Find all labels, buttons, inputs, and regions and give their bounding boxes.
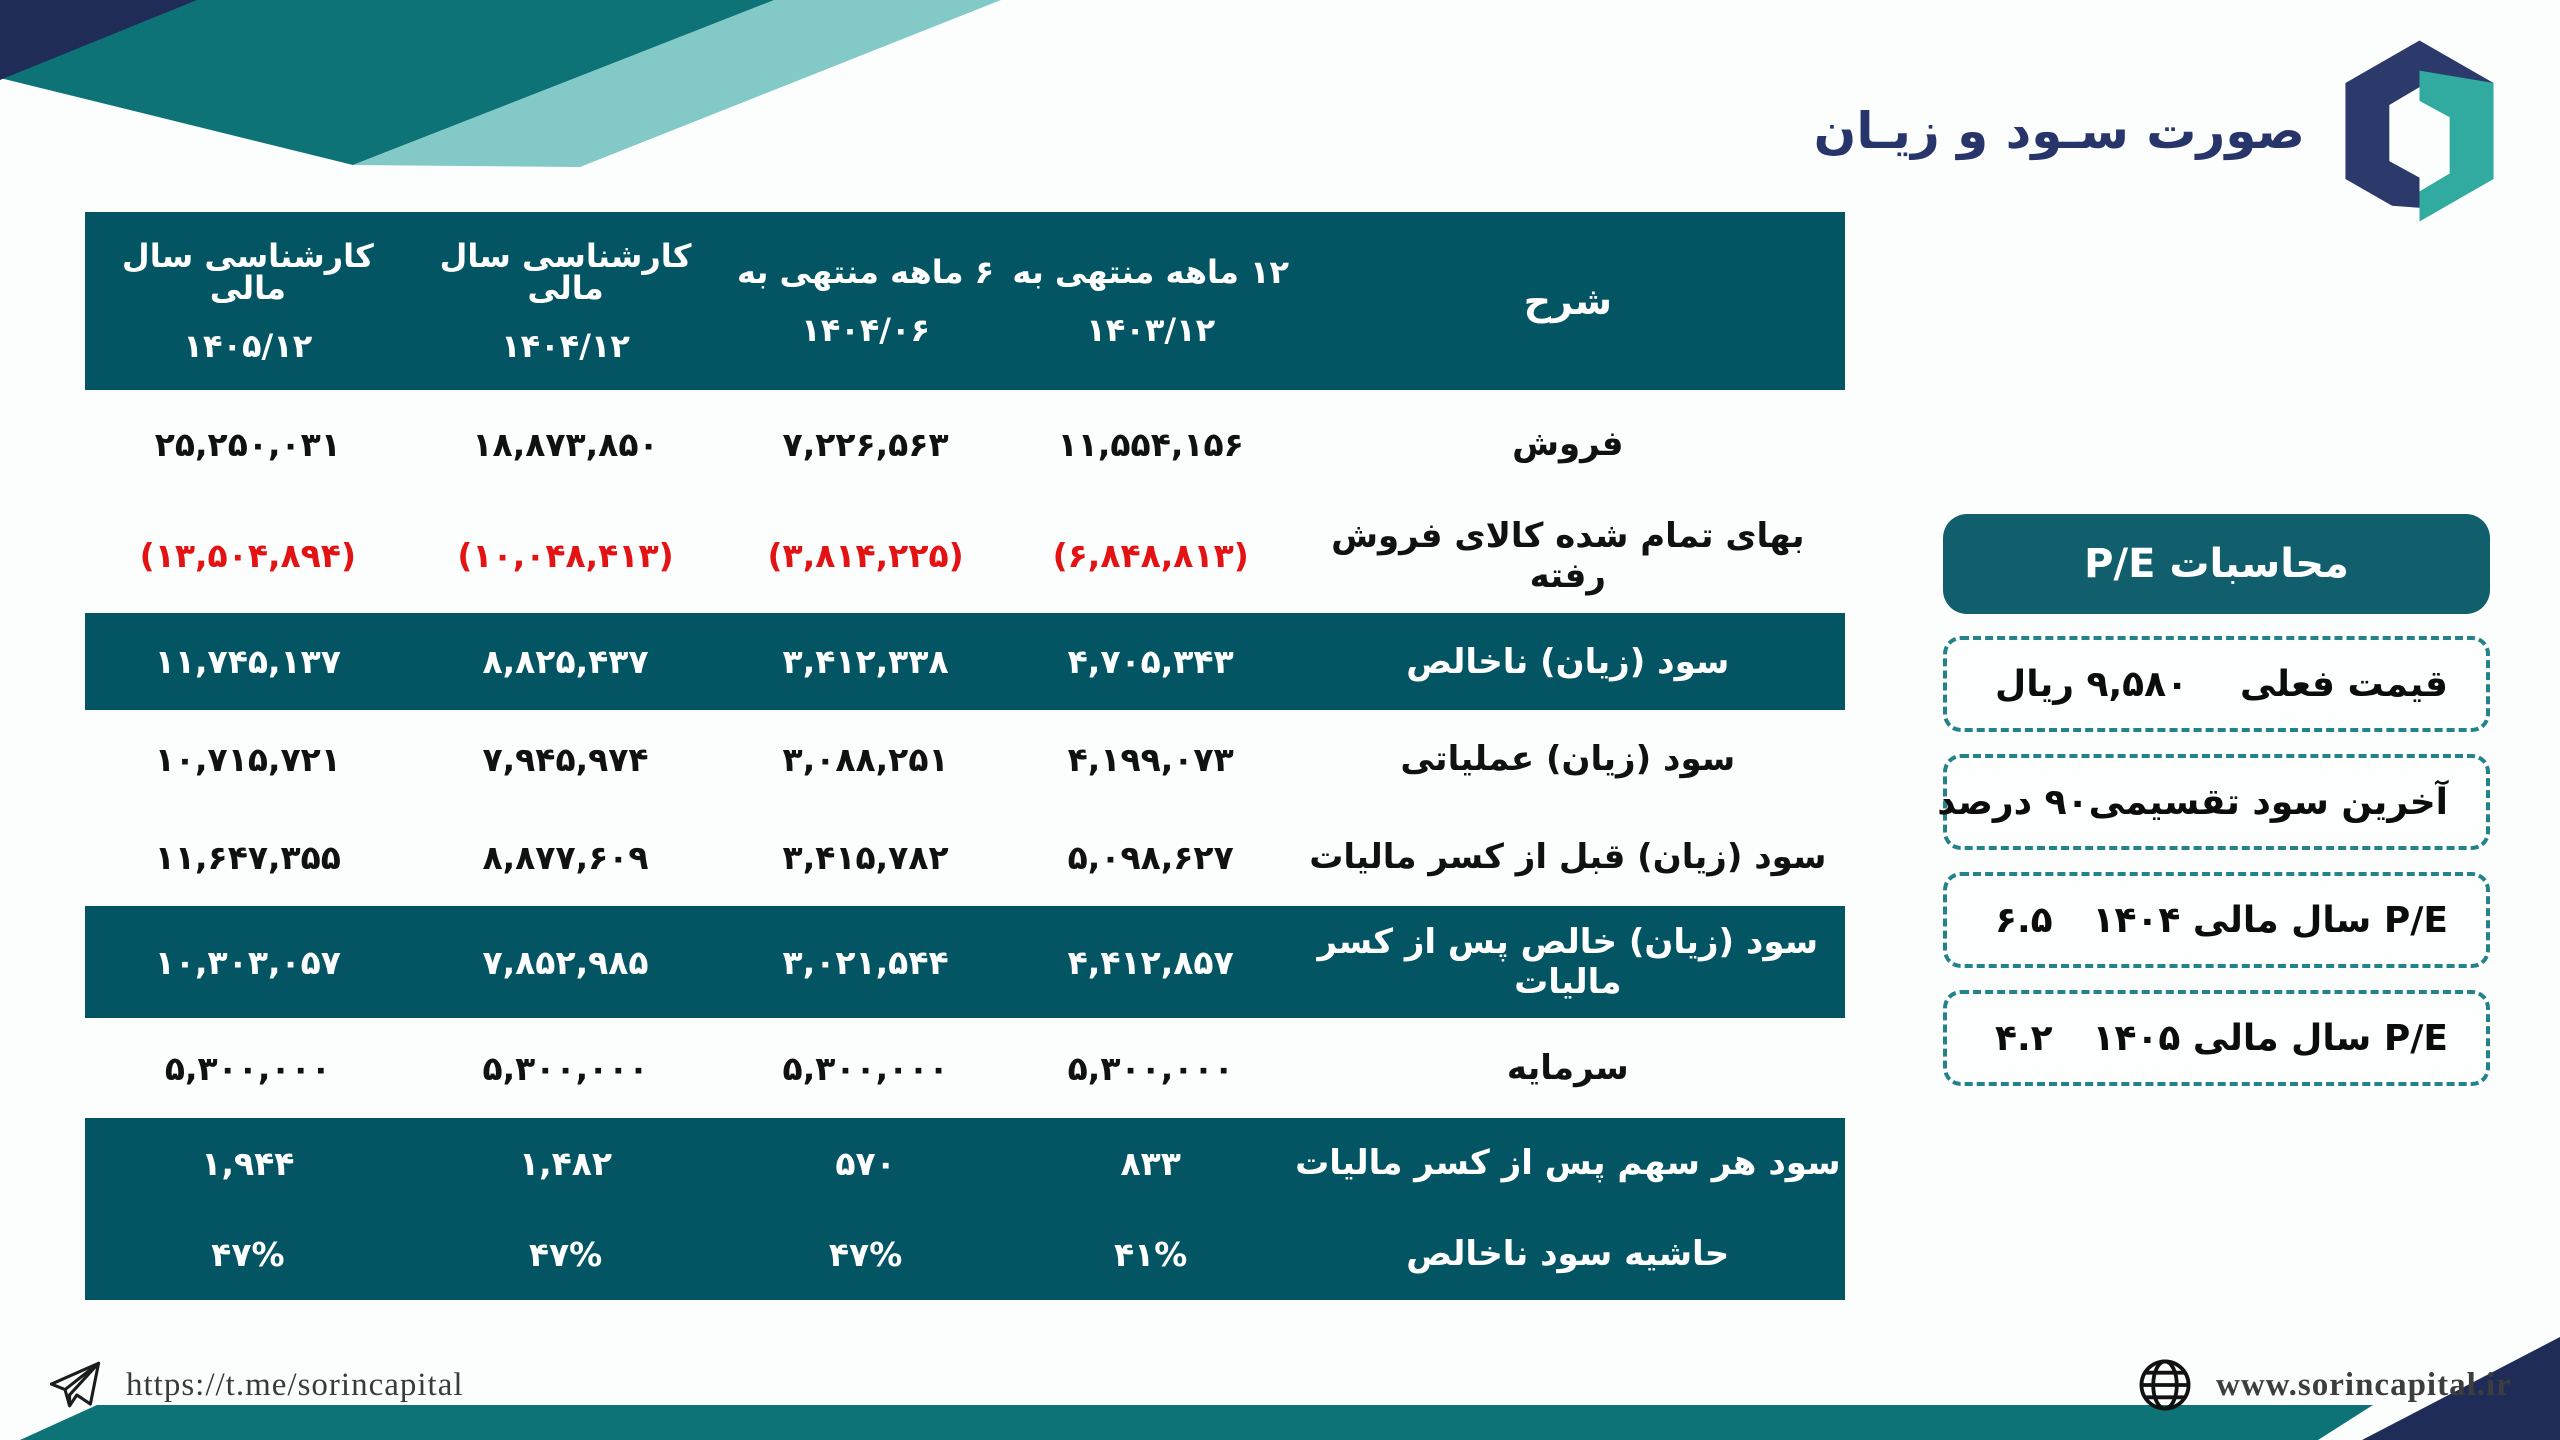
column-header-description: شرح [1523,279,1613,323]
row-value: (۱۳,۵۰۴,۸۹۴) [139,536,357,575]
table-row: فروش ۱۱,۵۵۴,۱۵۶ ۷,۲۲۶,۵۶۳ ۱۸,۸۷۳,۸۵۰ ۲۵,۲۵۰,… [85,390,1845,498]
table-row: سود (زیان) عملیاتی ۴,۱۹۹,۰۷۳ ۳,۰۸۸,۲۵۱ ۷,۹۴… [85,710,1845,808]
column-header-date: ۱۴۰۴/۰۶ [801,311,931,349]
pe-panel-title: محاسبات P/E [1943,514,2490,614]
row-value: (۱۰,۰۴۸,۴۱۳) [457,536,674,575]
row-label: سود (زیان) ناخالص [1406,641,1730,682]
pe-item-label: P/E سال مالی ۱۴۰۴ [2092,899,2448,941]
row-value: ۵,۳۰۰,۰۰۰ [482,1048,649,1088]
row-value: ۳,۴۱۵,۷۸۲ [782,837,949,877]
table-row: سود هر سهم پس از کسر مالیات ۸۳۳ ۵۷۰ ۱,۴۸۲ ۱,… [85,1118,1845,1208]
globe-icon [2139,1359,2191,1411]
table-row: سود (زیان) قبل از کسر مالیات ۵,۰۹۸,۶۲۷ ۳,۴… [85,808,1845,906]
brand-header: صورت سـود و زیـان [1814,28,2502,233]
row-value: ۱۱,۶۴۷,۳۵۵ [154,837,341,877]
column-header-date: ۱۴۰۳/۱۲ [1086,311,1216,349]
column-header-date: ۱۴۰۴/۱۲ [501,327,630,365]
pe-item-box: P/E سال مالی ۱۴۰۵ ۴.۲ [1943,990,2490,1086]
row-label: سود (زیان) قبل از کسر مالیات [1309,837,1827,877]
column-header-12m: ۱۲ ماهه منتهی به ۱۴۰۳/۱۲ [1011,212,1291,390]
row-value: ۷,۸۵۲,۹۸۵ [482,942,649,982]
row-value: ۵,۳۰۰,۰۰۰ [1067,1048,1234,1088]
row-value: ۴۱% [1114,1234,1188,1274]
row-label: سرمایه [1506,1048,1629,1088]
pe-item-value: ۹,۵۸۰ ریال [1995,663,2189,705]
row-value: ۵۷۰ [835,1143,896,1183]
row-value: ۳,۴۱۲,۳۳۸ [782,642,949,681]
row-value: ۱۰,۳۰۳,۰۵۷ [154,942,341,982]
telegram-url-text[interactable]: https://t.me/sorincapital [126,1366,464,1403]
profit-loss-table: شرح ۱۲ ماهه منتهی به ۱۴۰۳/۱۲ ۶ ماهه منته… [85,212,1845,1300]
pe-items: قیمت فعلی ۹,۵۸۰ ریال آخرین سود تقسیمی ۹۰ در… [1937,636,2490,1086]
row-label: بهای تمام شده کالای فروش رفته [1331,515,1805,596]
table-row: بهای تمام شده کالای فروش رفته (۶,۸۴۸,۸۱۳)… [85,498,1845,613]
row-value: ۳,۰۸۸,۲۵۱ [782,739,949,779]
row-value: ۲۵,۲۵۰,۰۳۱ [154,424,341,464]
column-header-label: ۱۲ ماهه منتهی به [1012,253,1290,291]
row-value: ۵,۳۰۰,۰۰۰ [164,1048,331,1088]
pe-item-value: ۴.۲ [1995,1017,2053,1059]
row-value: ۵,۳۰۰,۰۰۰ [782,1048,949,1088]
table-row: سود (زیان) ناخالص ۴,۷۰۵,۳۴۳ ۳,۴۱۲,۳۳۸ ۸,۸۲۵… [85,613,1845,710]
row-value: ۸۳۳ [1120,1143,1181,1183]
row-value: (۶,۸۴۸,۸۱۳) [1052,536,1249,575]
row-value: ۴,۱۹۹,۰۷۳ [1067,739,1234,779]
pe-item-box: قیمت فعلی ۹,۵۸۰ ریال [1943,636,2490,732]
pe-item-label: آخرین سود تقسیمی [2088,781,2448,823]
row-value: ۱,۴۸۲ [518,1143,613,1183]
row-value: ۴,۷۰۵,۳۴۳ [1067,642,1234,681]
column-header-date: ۱۴۰۵/۱۲ [183,327,313,365]
table-row: سرمایه ۵,۳۰۰,۰۰۰ ۵,۳۰۰,۰۰۰ ۵,۳۰۰,۰۰۰ ۵,۳۰۰,۰… [85,1018,1845,1118]
sorin-capital-logo-icon [2345,39,2494,222]
row-value: ۱,۹۴۴ [201,1143,295,1183]
row-value: ۱۱,۷۴۵,۱۳۷ [154,642,341,681]
table-row: سود (زیان) خالص پس از کسر مالیات ۴,۴۱۲,۸۵… [85,906,1845,1018]
column-header-forecast-1405: کارشناسی سال مالی ۱۴۰۵/۱۲ [85,212,411,390]
page-title: صورت سـود و زیـان [1813,101,2305,160]
row-value: ۴۷% [211,1234,285,1274]
row-label: سود هر سهم پس از کسر مالیات [1295,1143,1841,1183]
table-row: حاشیه سود ناخالص ۴۱% ۴۷% ۴۷% ۴۷% [85,1208,1845,1300]
row-value: ۸,۸۲۵,۴۳۷ [482,642,649,681]
pe-item-value: ۹۰ درصد [1937,781,2089,823]
row-value: ۴۷% [528,1234,603,1274]
row-label: حاشیه سود ناخالص [1406,1234,1730,1274]
pe-item-box: آخرین سود تقسیمی ۹۰ درصد [1937,754,2490,850]
telegram-link[interactable]: https://t.me/sorincapital [46,1356,464,1414]
telegram-icon [49,1361,101,1408]
pe-item-value: ۶.۵ [1995,899,2053,941]
row-label: سود (زیان) خالص پس از کسر مالیات [1317,922,1819,1002]
row-value: ۷,۹۴۵,۹۷۴ [482,739,649,779]
row-value: ۸,۸۷۷,۶۰۹ [482,837,649,877]
pe-calculations-panel: محاسبات P/E قیمت فعلی ۹,۵۸۰ ریال آخرین سود… [1937,514,2490,1086]
table-body: فروش ۱۱,۵۵۴,۱۵۶ ۷,۲۲۶,۵۶۳ ۱۸,۸۷۳,۸۵۰ ۲۵,۲۵۰,… [85,390,1845,1300]
row-value: ۳,۰۲۱,۵۴۴ [782,942,949,982]
table-header-row: شرح ۱۲ ماهه منتهی به ۱۴۰۳/۱۲ ۶ ماهه منته… [85,212,1845,390]
column-header-6m: ۶ ماهه منتهی به ۱۴۰۴/۰۶ [720,212,1010,390]
row-value: ۱۸,۸۷۳,۸۵۰ [472,424,659,464]
column-header-forecast-1404: کارشناسی سال مالی ۱۴۰۴/۱۲ [411,212,721,390]
pe-item-box: P/E سال مالی ۱۴۰۴ ۶.۵ [1943,872,2490,968]
row-value: ۱۰,۷۱۵,۷۲۱ [154,739,341,779]
website-link[interactable]: www.sorincapital.ir [2136,1356,2512,1414]
row-value: ۴,۴۱۲,۸۵۷ [1067,942,1234,982]
column-header-label: کارشناسی سال مالی [121,237,374,307]
row-value: ۱۱,۵۵۴,۱۵۶ [1057,424,1244,464]
row-value: ۵,۰۹۸,۶۲۷ [1067,837,1234,877]
row-label: فروش [1512,424,1624,464]
column-header-label: کارشناسی سال مالی [439,237,692,307]
row-value: ۷,۲۲۶,۵۶۳ [782,424,949,464]
pe-item-label: قیمت فعلی [2239,663,2448,705]
website-url-text[interactable]: www.sorincapital.ir [2216,1366,2512,1403]
row-value: ۴۷% [828,1234,903,1274]
row-value: (۳,۸۱۴,۲۲۵) [767,536,964,575]
column-header-label: ۶ ماهه منتهی به [736,253,995,291]
pe-item-label: P/E سال مالی ۱۴۰۵ [2092,1017,2448,1059]
row-label: سود (زیان) عملیاتی [1400,739,1736,779]
